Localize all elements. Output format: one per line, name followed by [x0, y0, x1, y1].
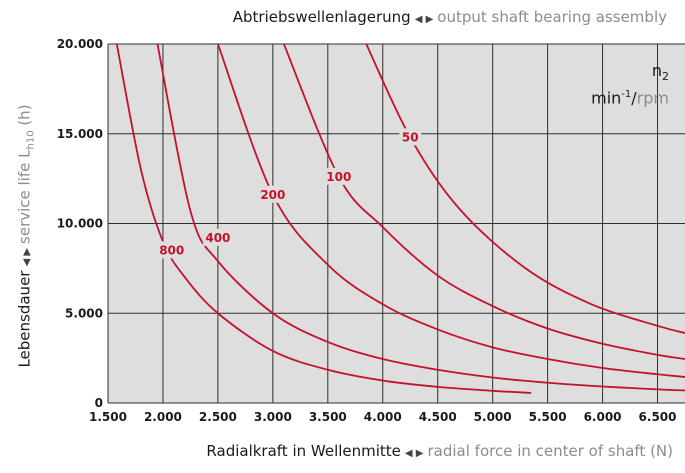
- x-tick-label: 6.500: [639, 410, 677, 424]
- speed-unit-exponent: -1: [621, 89, 632, 101]
- curve-label-bg: [156, 241, 187, 259]
- y-tick-label: 0: [95, 396, 103, 410]
- x-arrow-separator-icon: ◀ ▶: [404, 448, 424, 459]
- curve-label-100: 100: [326, 170, 351, 184]
- arrow-separator-icon: ◀ ▶: [414, 14, 434, 25]
- speed-symbol-sub: 2: [662, 70, 669, 84]
- curve-label-bg: [323, 167, 354, 185]
- x-tick-label: 4.500: [419, 410, 457, 424]
- speed-unit: min: [591, 88, 622, 108]
- tick-labels: 1.500 2.000 2.500 3.000 3.500 4.000 4.500 5.000…: [57, 37, 677, 424]
- speed-unit-alt: rpm: [636, 88, 669, 108]
- curve-label-400: 400: [205, 231, 230, 245]
- curve-rpm-800: [115, 43, 532, 394]
- curve-rpm-400: [156, 43, 685, 392]
- x-label-german: Radialkraft in Wellenmitte: [206, 442, 401, 460]
- speed-legend: n2 min-1/rpm: [591, 62, 669, 108]
- x-tick-label: 3.000: [254, 410, 292, 424]
- y-tick-label: 15.000: [57, 127, 103, 141]
- curve-labels: 50 100 200 400 800: [156, 128, 422, 259]
- x-tick-label: 1.500: [89, 410, 127, 424]
- y-tick-label: 20.000: [57, 37, 103, 51]
- x-tick-label: 4.000: [364, 410, 402, 424]
- y-tick-label: 10.000: [57, 217, 103, 231]
- grid-lines: [107, 43, 685, 404]
- x-tick-label: 3.500: [309, 410, 347, 424]
- curve-label-bg: [202, 228, 233, 246]
- curve-label-bg: [257, 185, 288, 203]
- x-axis-label: Radialkraft in Wellenmitte ◀ ▶ radial forc…: [206, 442, 673, 460]
- x-tick-label: 5.500: [529, 410, 567, 424]
- title-english: output shaft bearing assembly: [437, 8, 667, 26]
- x-label-english: radial force in center of shaft (N): [427, 442, 673, 460]
- curve-label-50: 50: [402, 130, 419, 144]
- chart-title: Abtriebswellenlagerung ◀ ▶ output shaft be…: [233, 8, 667, 26]
- speed-unit-separator: /: [631, 88, 637, 108]
- y-tick-label: 5.000: [65, 306, 103, 320]
- y-axis-label: Lebensdauer ◀ ▶ service life Lh10 (h): [16, 104, 37, 367]
- title-german: Abtriebswellenlagerung: [232, 8, 411, 26]
- x-tick-label: 6.000: [584, 410, 622, 424]
- x-tick-label: 5.000: [474, 410, 512, 424]
- y-label-english: service life Lh10 (h): [15, 104, 37, 244]
- speed-symbol: n: [651, 61, 662, 80]
- y-arrow-separator-icon: ◀ ▶: [21, 247, 33, 267]
- curve-label-200: 200: [260, 188, 285, 202]
- x-tick-label: 2.500: [199, 410, 237, 424]
- curve-label-800: 800: [159, 243, 184, 257]
- x-tick-label: 2.000: [144, 410, 182, 424]
- y-label-german: Lebensdauer: [15, 270, 34, 368]
- curve-label-bg: [399, 128, 422, 146]
